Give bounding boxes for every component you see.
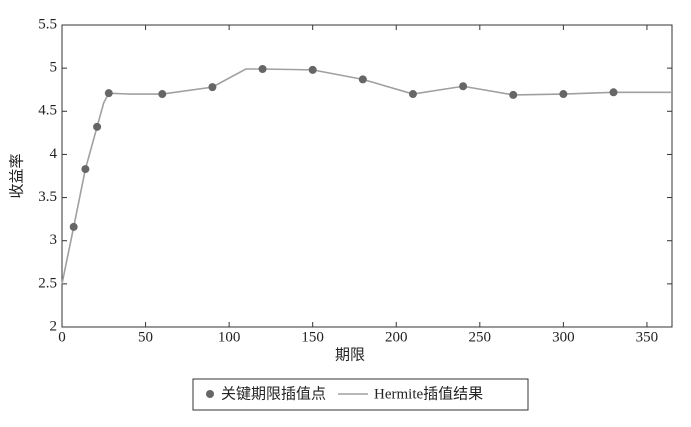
key-point [208,83,217,92]
key-point [609,88,618,97]
key-point [69,222,78,231]
legend-label: 关键期限插值点 [221,385,326,402]
x-tick-label: 0 [58,329,66,345]
key-point [104,89,113,98]
legend-label: Hermite插值结果 [374,385,483,402]
plot-frame [61,24,673,328]
y-tick-label: 2.5 [38,275,57,291]
key-point [308,65,317,74]
hermite-line [61,68,672,285]
key-point [408,90,417,99]
x-axis-label: 期限 [335,346,365,363]
y-tick-label: 5.5 [38,16,57,32]
x-tick-label: 300 [552,329,575,345]
y-tick-label: 5 [50,60,58,76]
x-tick-label: 200 [385,329,408,345]
y-axis-label: 收益率 [8,153,25,198]
y-tick-label: 4.5 [38,103,57,119]
y-tick-label: 3.5 [38,189,57,205]
key-point [459,82,468,91]
legend-marker [206,390,214,398]
y-tick-label: 4 [50,146,58,162]
x-tick-label: 50 [138,329,153,345]
key-point [158,90,167,99]
key-point [509,90,518,99]
x-tick-label: 150 [301,329,324,345]
x-tick-label: 250 [469,329,492,345]
y-tick-label: 3 [50,232,58,248]
key-point [358,75,367,84]
key-point [81,165,90,174]
x-tick-label: 100 [218,329,241,345]
key-point [258,65,267,74]
y-tick-label: 2 [50,318,58,334]
x-tick-label: 350 [636,329,659,345]
key-point [93,122,102,131]
key-point [559,90,568,99]
